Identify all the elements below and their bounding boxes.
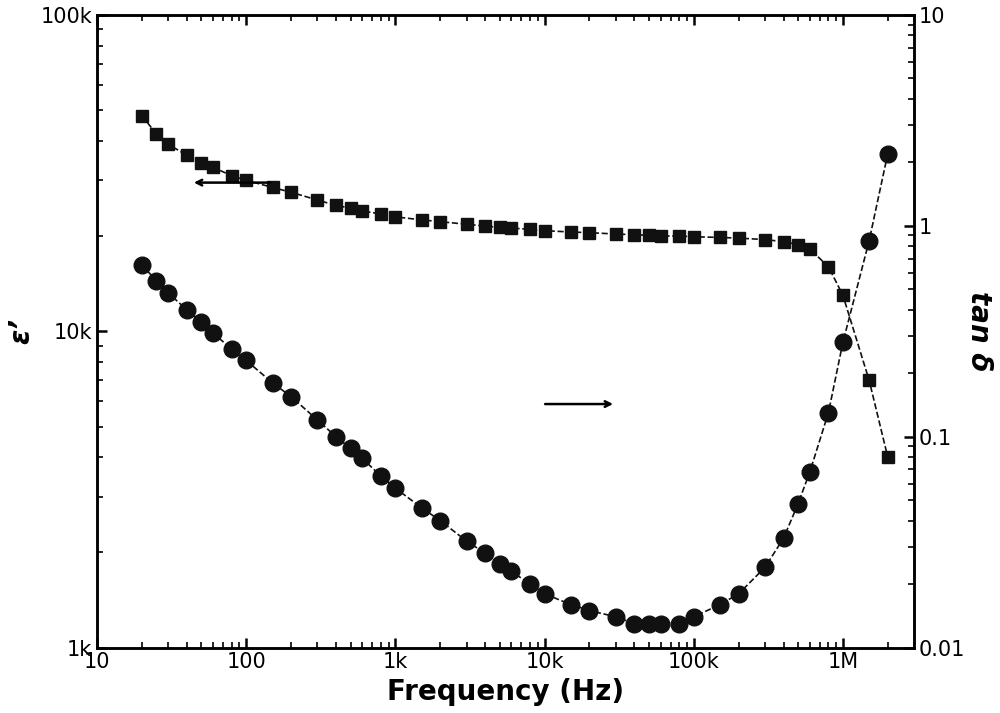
Y-axis label: tan δ: tan δ — [965, 291, 993, 371]
Y-axis label: ε’: ε’ — [7, 318, 35, 344]
X-axis label: Frequency (Hz): Frequency (Hz) — [387, 678, 624, 706]
